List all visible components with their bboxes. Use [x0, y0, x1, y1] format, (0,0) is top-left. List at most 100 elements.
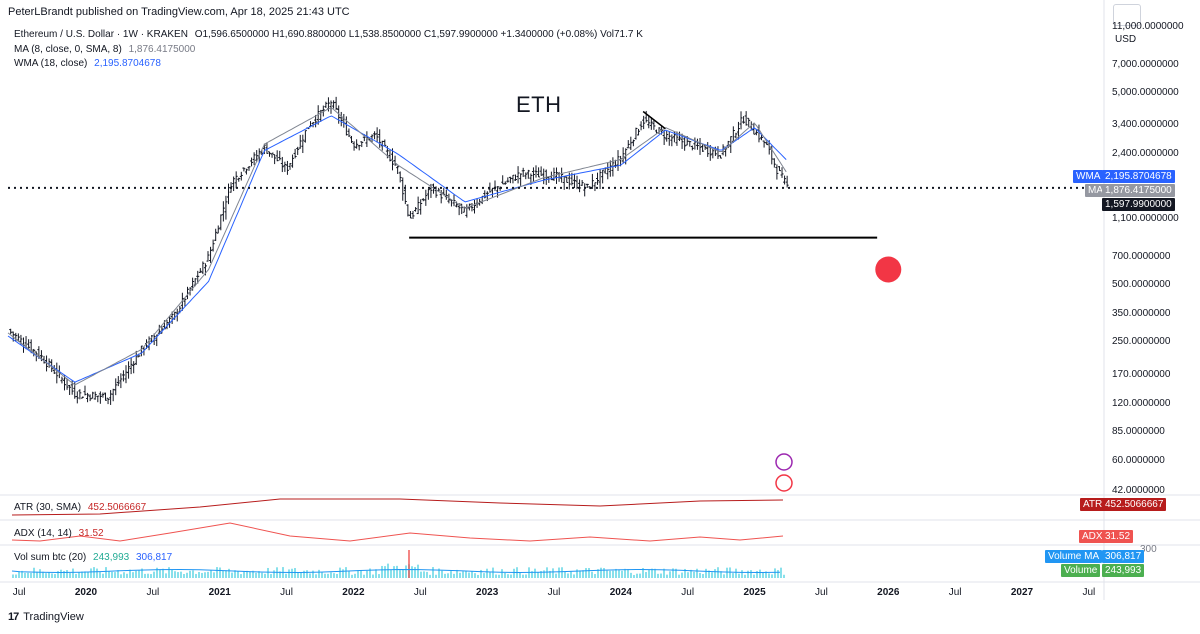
volume-bar [558, 567, 560, 578]
volume-bar [189, 570, 191, 578]
atr-legend[interactable]: ATR (30, SMA) 452.5066667 [14, 502, 146, 513]
volume-ma-line [11, 568, 781, 574]
event-lightning-icon [775, 453, 793, 471]
volume-bar [639, 573, 641, 578]
volume-tag-label: Volume [1061, 564, 1101, 577]
price-axis-label: 1,100.0000000 [1112, 213, 1179, 224]
volume-legend[interactable]: Vol sum btc (20) 243,993 306,817 [14, 552, 172, 563]
ma-line [7, 107, 787, 386]
volume-bar [714, 569, 716, 578]
volume-bar [366, 570, 368, 578]
volume-bar [198, 571, 200, 578]
price-axis-label: 120.0000000 [1112, 397, 1171, 409]
volume-bar [288, 569, 290, 578]
chart-settings-button[interactable] [1113, 4, 1141, 26]
volume-bar [543, 570, 545, 578]
volume-bar [363, 574, 365, 578]
volume-bar [750, 570, 752, 578]
volume-bar [63, 570, 65, 578]
volume-bar [702, 574, 704, 578]
volume-bar [492, 567, 494, 578]
volume-bar [246, 570, 248, 578]
time-axis-label: Jul [413, 587, 427, 598]
atr-legend-label: ATR (30, SMA) [14, 502, 82, 513]
volume-bar [654, 568, 656, 578]
volume-bar [54, 574, 56, 578]
symbol-name[interactable]: Ethereum / U.S. Dollar · 1W · KRAKEN [14, 29, 188, 40]
time-axis-label: 2023 [476, 587, 499, 598]
volume-bar [522, 574, 524, 578]
volume-bar [162, 568, 164, 578]
volume-bar [612, 570, 614, 578]
ma-legend[interactable]: MA (8, close, 0, SMA, 8) 1,876.4175000 [14, 44, 195, 55]
volume-axis-label: 300 [1140, 544, 1157, 555]
indicator-lines-layer [7, 107, 787, 386]
volume-bar [144, 573, 146, 578]
volume-bar [357, 570, 359, 578]
price-axis-label: 42.0000000 [1112, 484, 1165, 496]
volume-bar [384, 566, 386, 578]
volume-bar [396, 565, 398, 578]
volume-bar [81, 571, 83, 578]
volume-bar [36, 571, 38, 578]
volume-bar [123, 572, 125, 578]
volume-bar [732, 573, 734, 578]
volume-bar [279, 571, 281, 578]
volume-bar [783, 574, 785, 578]
volume-bar [345, 567, 347, 578]
ma-legend-value: 1,876.4175000 [128, 44, 196, 55]
price-axis-label: 500.0000000 [1112, 278, 1171, 290]
volume-bar [141, 568, 143, 578]
volume-bar [429, 574, 431, 578]
volume-bar [765, 571, 767, 578]
tradingview-footer[interactable]: 17 TradingView [8, 611, 84, 623]
volume-bar [399, 570, 401, 578]
volume-bar [549, 570, 551, 578]
time-axis-label: Jul [146, 587, 160, 598]
price-axis-label: 3,400.0000000 [1112, 119, 1179, 131]
volume-bar [480, 569, 482, 578]
time-axis-label: Jul [815, 587, 828, 598]
volume-bar [681, 572, 683, 578]
volume-bar [114, 572, 116, 578]
volume-bar [105, 567, 107, 578]
volume-tag-value: 243,993 [1102, 564, 1145, 577]
volume-bar [597, 569, 599, 578]
volume-bar [561, 567, 563, 578]
volume-bar [60, 569, 62, 578]
volume-bar [195, 573, 197, 578]
wma-legend-value: 2,195.8704678 [94, 58, 161, 69]
volume-bar [255, 572, 257, 578]
volume-bar [183, 574, 185, 578]
volume-bar [693, 571, 695, 578]
volume-bar [327, 573, 329, 578]
wma-legend[interactable]: WMA (18, close) 2,195.8704678 [14, 58, 161, 69]
volume-bar [744, 574, 746, 578]
atr-tag-label: ATR [1080, 498, 1106, 511]
adx-legend[interactable]: ADX (14, 14) 31.52 [14, 528, 104, 539]
price-axis-label: 700.0000000 [1112, 250, 1171, 262]
volume-bar [27, 572, 29, 578]
volume-bar [540, 571, 542, 578]
volume-bar [426, 571, 428, 578]
volume-bar [423, 571, 425, 578]
volume-bar [378, 574, 380, 578]
volume-bar [621, 570, 623, 578]
volume-bar [381, 565, 383, 578]
ma-legend-label: MA (8, close, 0, SMA, 8) [14, 44, 122, 55]
volume-bar [756, 571, 758, 578]
volume-bar [132, 572, 134, 578]
volume-bar [606, 570, 608, 578]
volume-bar [264, 573, 266, 578]
volume-bar [150, 574, 152, 578]
time-axis-label: Jul [280, 587, 293, 598]
volume-bar [645, 572, 647, 578]
volume-bar [273, 570, 275, 578]
volume-bar [687, 572, 689, 578]
volume-bar [483, 573, 485, 578]
volume-bar [240, 574, 242, 578]
volume-bar [753, 574, 755, 578]
volume-bar [651, 568, 653, 578]
volume-bar [462, 571, 464, 578]
